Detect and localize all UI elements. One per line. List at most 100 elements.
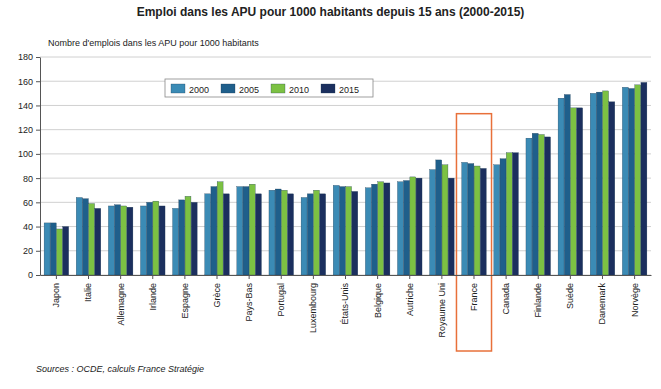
tick-mark: [634, 275, 635, 279]
tick-mark: [602, 275, 603, 279]
bar: [339, 187, 345, 275]
tick: 160: [18, 77, 40, 87]
tick: Portugal: [276, 275, 286, 317]
tick-label: Finlande: [533, 283, 543, 318]
bar: [577, 108, 583, 275]
bar: [397, 182, 403, 275]
tick-mark: [506, 275, 507, 279]
tick: Luxembourg: [308, 275, 318, 333]
bar: [442, 165, 448, 275]
tick-label: 180: [18, 52, 33, 62]
tick-mark: [473, 275, 474, 279]
tick-mark: [36, 57, 40, 58]
tick-label: 40: [23, 222, 33, 232]
chart: Emploi dans les APU pour 1000 habitants …: [0, 0, 661, 389]
bar: [281, 190, 287, 275]
legend-label: 2000: [189, 85, 209, 95]
legend-item: 2000: [171, 84, 209, 95]
tick-label: États-Unis: [340, 283, 350, 325]
tick-label: France: [469, 283, 479, 311]
bar: [468, 164, 474, 275]
bar: [44, 223, 50, 275]
tick-mark: [120, 275, 121, 279]
bar: [641, 82, 647, 275]
tick-label: Suède: [565, 283, 575, 309]
tick-label: Irlande: [148, 283, 158, 311]
tick-label: Japon: [51, 283, 61, 308]
bar: [372, 184, 378, 275]
tick: États-Unis: [340, 275, 350, 325]
bar: [622, 87, 628, 275]
tick-mark: [281, 275, 282, 279]
tick-mark: [88, 275, 89, 279]
bar: [243, 187, 249, 275]
bar: [532, 133, 538, 275]
source-note: Sources : OCDE, calculs France Stratégie: [36, 364, 204, 374]
grid: [40, 57, 651, 275]
tick-label: 160: [18, 77, 33, 87]
bar: [275, 189, 281, 275]
bar: [346, 187, 352, 275]
tick-label: Belgique: [373, 283, 383, 318]
bar: [333, 185, 339, 275]
tick: Espagne: [180, 275, 190, 319]
tick: Autriche: [405, 275, 415, 316]
series: [50, 88, 634, 275]
tick: France: [469, 275, 479, 311]
tick: 60: [23, 198, 40, 208]
highlight-box: [456, 114, 491, 351]
tick: Italie: [83, 275, 93, 302]
tick-label: Danemark: [597, 283, 607, 325]
bar: [538, 135, 544, 275]
bar: [301, 197, 307, 275]
tick: 40: [23, 222, 40, 232]
tick: Japon: [51, 275, 61, 308]
tick-label: 120: [18, 125, 33, 135]
bars: [44, 82, 647, 275]
bar: [404, 181, 410, 275]
bar: [448, 178, 454, 275]
tick-mark: [538, 275, 539, 279]
bar: [635, 85, 641, 275]
bar: [217, 182, 223, 275]
bar: [255, 194, 261, 275]
bar: [570, 108, 576, 275]
bar: [506, 153, 512, 275]
axis-line: [40, 58, 41, 276]
tick-label: 100: [18, 149, 33, 159]
bar: [249, 184, 255, 275]
tick-mark: [249, 275, 250, 279]
tick-mark: [36, 105, 40, 106]
tick: 120: [18, 125, 40, 135]
tick: Pays-Bas: [244, 275, 254, 322]
bar: [76, 197, 82, 275]
tick-mark: [36, 81, 40, 82]
tick-label: Portugal: [276, 283, 286, 317]
bar: [147, 202, 153, 275]
bar: [82, 199, 88, 275]
legend-swatch: [221, 84, 235, 93]
bar: [320, 194, 326, 275]
bar: [95, 208, 101, 275]
bar: [127, 207, 133, 275]
legend-swatch: [271, 84, 285, 93]
bar: [211, 187, 217, 275]
tick-mark: [36, 202, 40, 203]
title: Emploi dans les APU pour 1000 habitants …: [137, 5, 525, 19]
bar: [430, 170, 436, 275]
bar: [500, 159, 506, 275]
bar: [153, 201, 159, 275]
bar: [378, 182, 384, 275]
tick: 80: [23, 173, 40, 183]
y-axis-title: Nombre d'emplois dans les APU pour 1000 …: [48, 38, 259, 48]
y-axis: 020406080100120140160180: [18, 52, 41, 280]
tick: Norvège: [629, 275, 639, 317]
bar: [416, 178, 422, 275]
bar: [89, 204, 95, 275]
tick-label: Canada: [501, 283, 511, 315]
tick-mark: [36, 227, 40, 228]
legend-item: 2005: [221, 84, 259, 95]
bar: [191, 202, 197, 275]
legend-item: 2010: [271, 84, 309, 95]
tick: 0: [28, 270, 40, 280]
